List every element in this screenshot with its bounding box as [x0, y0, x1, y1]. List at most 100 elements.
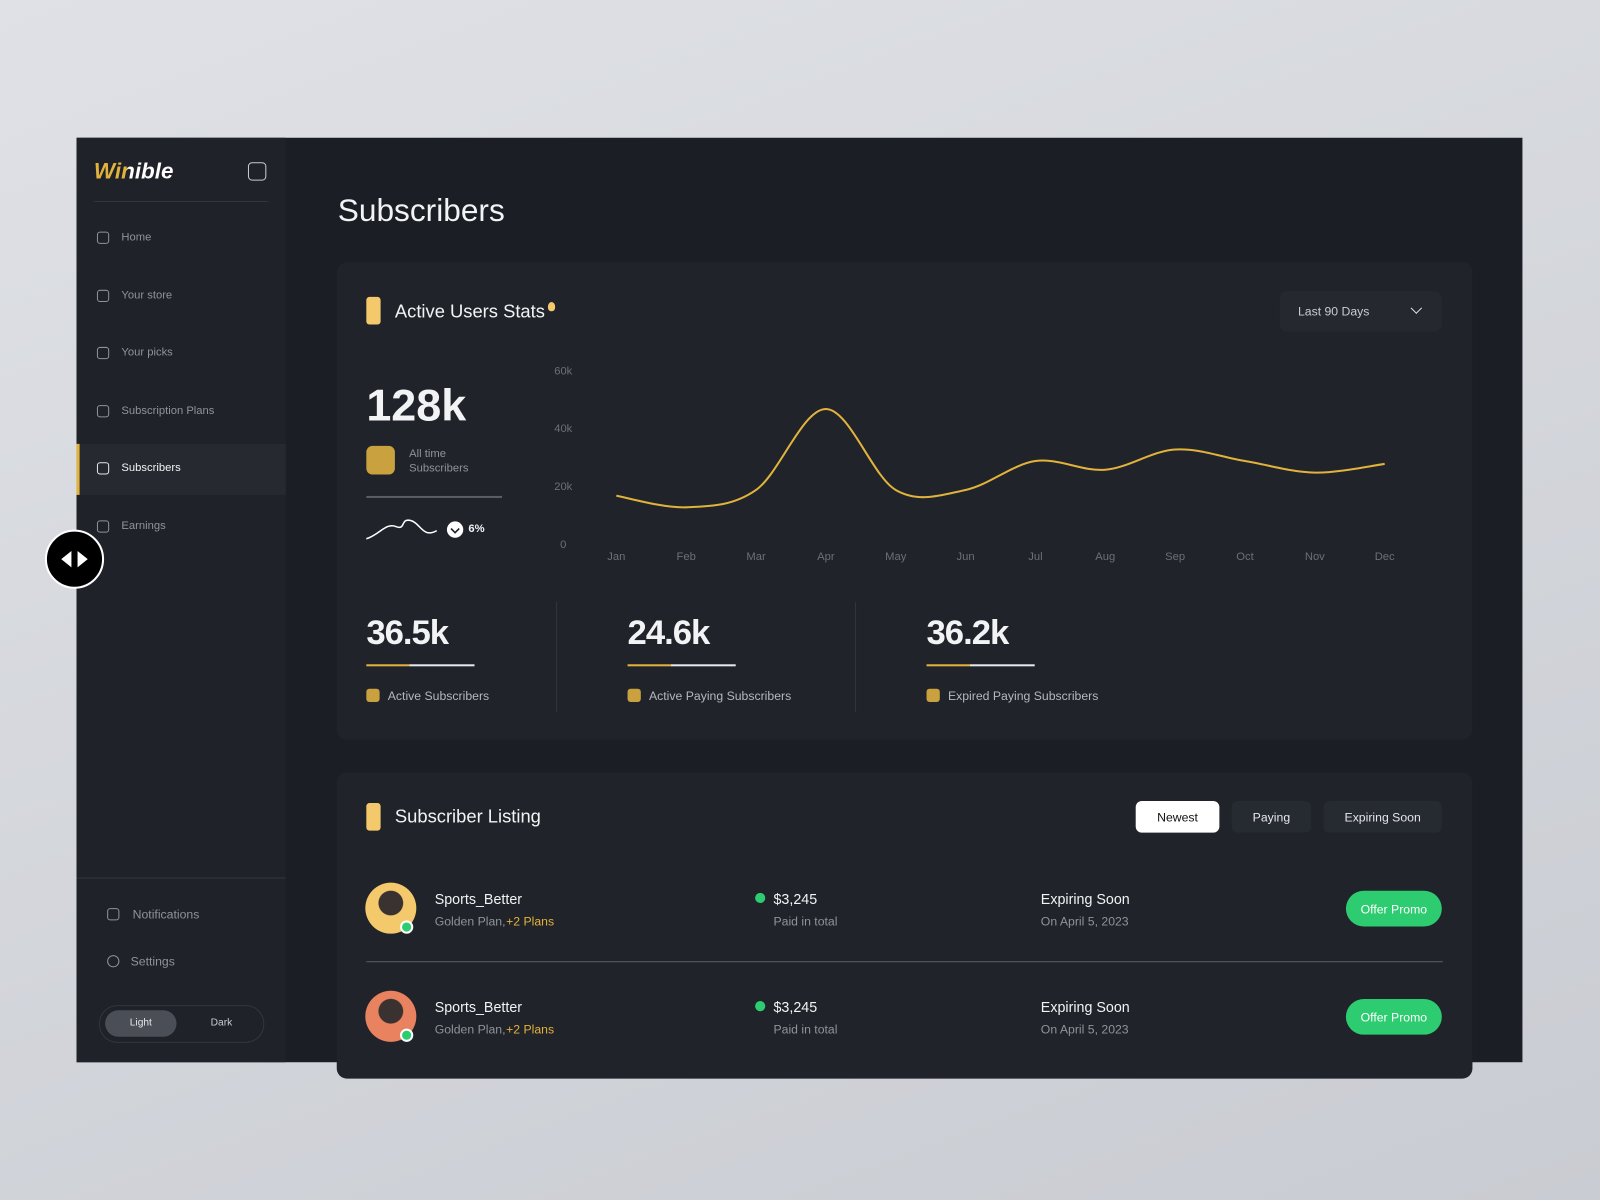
sidebar [76, 137, 286, 1063]
resize-handle[interactable] [44, 529, 105, 589]
divider [366, 495, 503, 498]
theme-option[interactable]: Dark [210, 1017, 233, 1029]
tab[interactable]: Paying [1231, 801, 1312, 833]
y-tick-label: 60k [554, 365, 572, 377]
nav-icon [96, 520, 110, 533]
total-label: All time Subscribers [409, 447, 469, 475]
notifications-icon [107, 908, 120, 921]
active-nav-bg [76, 443, 286, 495]
metric-underline [366, 664, 475, 667]
x-tick-label: Jun [957, 551, 975, 563]
divider [93, 201, 269, 203]
logo[interactable]: Winible [93, 158, 174, 184]
x-tick-label: Sep [1165, 551, 1185, 563]
title-accent [366, 296, 381, 325]
nav-item[interactable]: Earnings [121, 519, 166, 533]
expiry-date: On April 5, 2023 [1040, 1022, 1129, 1037]
range-label: Last 90 Days [1297, 304, 1370, 319]
card-title: Subscriber Listing [394, 806, 541, 827]
nav-item[interactable]: Subscription Plans [121, 404, 215, 417]
metric-value: 24.6k [627, 613, 711, 653]
nav-icon [96, 346, 110, 360]
y-tick-label: 40k [554, 423, 572, 435]
resize-arrows [61, 551, 88, 568]
metric-underline [627, 664, 736, 667]
status: Expiring Soon [1040, 998, 1130, 1016]
bulb-icon [547, 302, 556, 312]
nav-item[interactable]: Settings [130, 954, 175, 969]
x-tick-label: Aug [1095, 551, 1115, 563]
metric-underline [926, 664, 1035, 667]
offer-promo-button[interactable]: Offer Promo [1345, 890, 1442, 927]
nav-icon [96, 462, 110, 475]
x-tick-label: Dec [1375, 551, 1395, 563]
page-title: Subscribers [337, 192, 505, 229]
check-icon [450, 527, 460, 534]
nav-icon [96, 231, 110, 244]
x-tick-label: May [885, 551, 907, 563]
divider [76, 877, 286, 879]
row-divider [366, 961, 1443, 963]
card-title: Active Users Stats [394, 301, 545, 322]
theme-option[interactable]: Light [129, 1017, 152, 1029]
x-tick-label: Apr [817, 551, 835, 563]
metric-icon [926, 688, 940, 703]
y-tick-label: 20k [554, 481, 572, 493]
y-tick-label: 0 [560, 539, 566, 551]
online-dot [399, 1028, 414, 1042]
active-indicator [76, 443, 80, 495]
status: Expiring Soon [1040, 890, 1130, 908]
subscriber-name: Sports_Better [434, 890, 523, 908]
line [616, 407, 1385, 509]
collapse-button[interactable] [247, 162, 267, 181]
nav-item[interactable]: Your picks [121, 346, 173, 359]
metric-label: Active Paying Subscribers [648, 688, 792, 704]
separator [556, 602, 558, 713]
metric-value: 36.2k [926, 613, 1010, 653]
metric-label: Expired Paying Subscribers [947, 688, 1099, 704]
users-icon [366, 445, 395, 475]
nav-item[interactable]: Subscribers [121, 461, 181, 474]
metric-icon [366, 688, 380, 703]
x-tick-label: Nov [1305, 551, 1325, 563]
subscriber-name: Sports_Better [434, 998, 523, 1016]
expiry-date: On April 5, 2023 [1040, 914, 1129, 929]
x-tick-label: Jan [607, 551, 625, 563]
range-dropdown[interactable] [1279, 290, 1442, 332]
title-accent [366, 803, 381, 831]
nav-item[interactable]: Home [121, 231, 152, 244]
online-dot [399, 920, 414, 934]
nav-icon [96, 405, 110, 418]
plan: Golden Plan, [434, 914, 506, 929]
sparkline [366, 519, 438, 540]
offer-promo-button[interactable]: Offer Promo [1345, 998, 1442, 1035]
status-dot [755, 892, 766, 904]
nav-item[interactable]: Notifications [132, 907, 200, 922]
metric-icon [627, 688, 641, 703]
plan: Golden Plan, [434, 1022, 506, 1037]
amount: $3,245 [773, 998, 818, 1016]
total-value: 128k [366, 380, 467, 431]
settings-icon [107, 955, 120, 968]
tab[interactable]: Newest [1135, 801, 1220, 833]
status-dot [755, 1001, 766, 1012]
x-tick-label: Oct [1236, 551, 1254, 563]
change-badge [446, 521, 464, 538]
extra-plans: +2 Plans [506, 1022, 555, 1037]
nav-item[interactable]: Your store [121, 289, 173, 302]
metric-label: Active Subscribers [387, 688, 490, 704]
extra-plans: +2 Plans [506, 914, 555, 929]
amount: $3,245 [773, 890, 818, 908]
nav-icon [96, 289, 110, 303]
metric-value: 36.5k [366, 613, 449, 653]
amount-label: Paid in total [773, 1022, 838, 1037]
theme-toggle [98, 1005, 265, 1043]
x-tick-label: Jul [1028, 551, 1042, 563]
stats-card [336, 262, 1473, 740]
tab[interactable]: Expiring Soon [1323, 801, 1442, 833]
x-tick-label: Mar [746, 551, 766, 563]
x-tick-label: Feb [677, 551, 696, 563]
